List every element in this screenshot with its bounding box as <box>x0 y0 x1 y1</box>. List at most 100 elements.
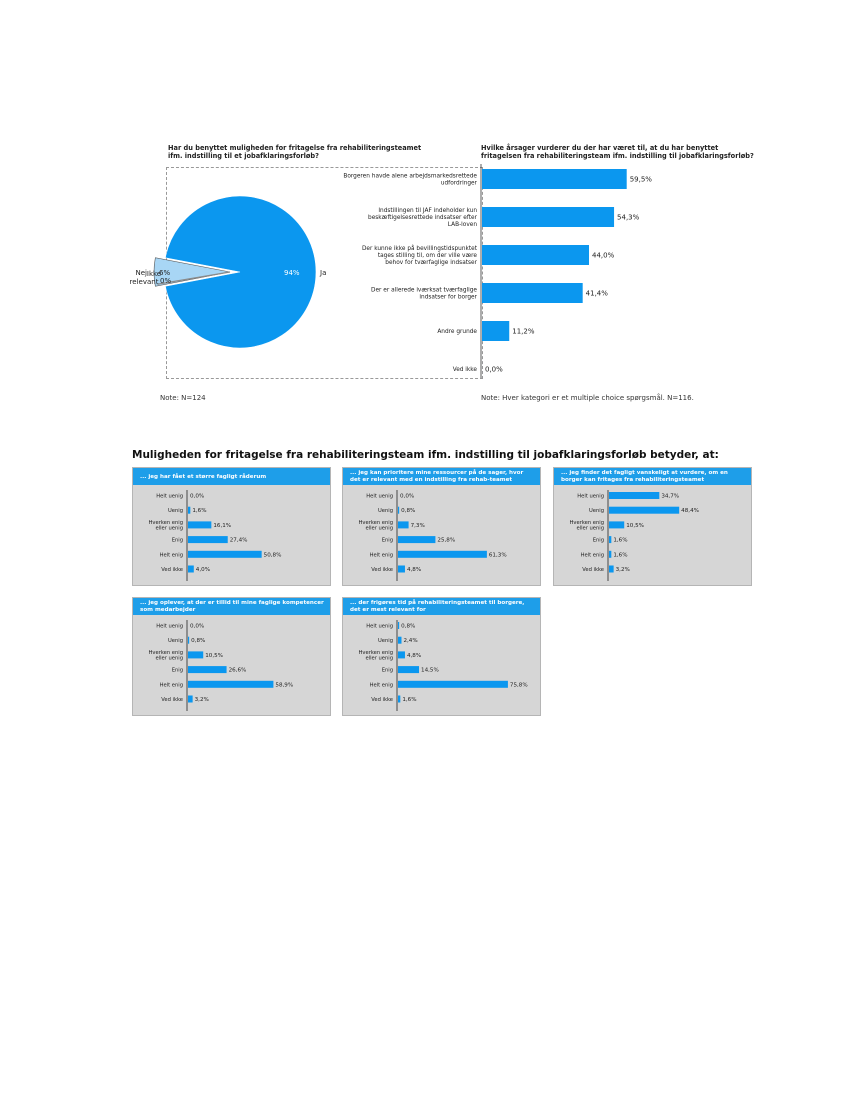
data-label: 34,7% <box>661 494 679 500</box>
data-label: 0,8% <box>401 624 415 630</box>
bar <box>188 666 227 674</box>
data-label: 0,0% <box>190 624 204 630</box>
data-label: 1,6% <box>613 552 627 558</box>
pie-value-ja: 94% <box>284 269 300 277</box>
bar <box>188 506 191 514</box>
category-label: tages stilling til, om der ville være <box>378 253 478 259</box>
bar <box>482 283 583 303</box>
bar <box>609 506 680 514</box>
data-label: 7,3% <box>411 523 425 529</box>
bar <box>398 536 436 544</box>
category-label: Hverken enig <box>570 520 604 526</box>
category-label: Hverken enig <box>359 650 393 656</box>
bar <box>398 695 401 703</box>
category-label: Hverken enig <box>149 650 183 656</box>
bar <box>398 622 400 629</box>
data-label: 4,8% <box>407 567 421 573</box>
data-label: 58,9% <box>275 682 293 688</box>
panel-bar-chart: Helt uenig 0,8% Uenig 2,4% Hverken enigeller… <box>359 620 528 711</box>
category-label: Borgeren havde alene arbejdsmarkedsrette… <box>343 174 477 180</box>
bar <box>398 550 487 558</box>
data-label: 44,0% <box>592 252 615 260</box>
pie-chart-title: Har du benyttet muligheden for fritagels… <box>168 144 422 160</box>
data-label: 61,3% <box>489 552 507 558</box>
bar <box>482 207 615 227</box>
category-label: eller uenig <box>155 656 183 662</box>
category-label: Der er allerede iværksat tværfaglige <box>371 288 477 294</box>
panel-header: ... jeg har fået et større fagligt råder… <box>133 468 330 485</box>
category-label: behov for tværfaglige indsatser <box>385 260 477 266</box>
bar <box>188 636 190 644</box>
panel-frigoeres-tid: ... der frigøres tid på rehabiliteringst… <box>342 597 541 716</box>
pie-chart-note: Note: N=124 <box>160 394 206 402</box>
category-label: Hverken enig <box>149 520 183 526</box>
category-label: Enig <box>382 538 393 544</box>
bar <box>188 651 204 659</box>
category-label: eller uenig <box>365 526 393 532</box>
data-label: 14,5% <box>421 668 439 674</box>
category-label: udfordringer <box>441 181 478 187</box>
bar <box>398 521 409 529</box>
data-label: 10,5% <box>205 653 223 659</box>
data-label: 4,8% <box>407 653 421 659</box>
category-label: eller uenig <box>365 656 393 662</box>
panel-title: ... der frigøres tid på rehabiliteringst… <box>350 600 525 613</box>
panel-header: ... jeg finder det fagligt vanskeligt at… <box>554 468 751 485</box>
category-label: Ved ikke <box>453 367 478 373</box>
bar <box>188 550 262 558</box>
data-label: 0,0% <box>485 366 503 374</box>
category-label: Helt enig <box>581 552 604 558</box>
bar <box>188 536 228 544</box>
bar <box>398 666 420 674</box>
panel-title: ... jeg finder det fagligt vanskeligt at… <box>561 470 728 483</box>
panel-bar-chart: Helt uenig 34,7% Uenig 48,4% Hverken enigell… <box>570 490 699 581</box>
pie-label-ikke-relevant-2: relevant <box>130 278 159 286</box>
data-label: 0,0% <box>190 494 204 500</box>
pie-label-ja: Ja <box>319 269 326 277</box>
bar <box>398 506 400 514</box>
data-label: 0,0% <box>400 494 414 500</box>
pie-label-nej: Nej <box>136 269 148 277</box>
panel-header: ... jeg oplever, at der er tillid til mi… <box>133 598 330 615</box>
category-label: eller uenig <box>155 526 183 532</box>
bar <box>188 565 194 573</box>
bar-chart-note: Note: Hver kategori er et multiple choic… <box>481 394 694 402</box>
category-label: Helt enig <box>160 552 183 558</box>
data-label: 41,4% <box>586 290 609 298</box>
bar <box>482 245 590 265</box>
category-label: Helt uenig <box>366 624 393 630</box>
category-label: Helt uenig <box>156 624 183 630</box>
panel-tillid-kompetencer: ... jeg oplever, at der er tillid til mi… <box>132 597 331 716</box>
panel-bar-chart: Helt uenig 0,0% Uenig 0,8% Hverken enigeller… <box>359 490 507 581</box>
bar <box>398 565 405 573</box>
panel-title: ... jeg kan prioritere mine ressourcer p… <box>350 470 524 483</box>
category-label: beskæftigelsesrettede indsatser efter <box>368 215 478 221</box>
category-label: Uenig <box>168 508 183 514</box>
category-label: Andre grunde <box>437 329 477 335</box>
category-label: eller uenig <box>576 526 604 532</box>
pie-slice-nej <box>153 257 231 287</box>
panel-header: ... der frigøres tid på rehabiliteringst… <box>343 598 540 615</box>
data-label: 3,2% <box>195 697 209 703</box>
category-label: Helt uenig <box>366 494 393 500</box>
pie-label-ikke-relevant: Ikke <box>147 270 161 278</box>
data-label: 48,4% <box>681 508 699 514</box>
category-label: Ved ikke <box>161 567 183 573</box>
bar <box>398 636 402 644</box>
category-label: Ved ikke <box>161 697 183 703</box>
bar <box>398 651 405 659</box>
panel-bar-chart: Helt uenig 0,0% Uenig 1,6% Hverken enigeller… <box>149 490 282 581</box>
category-label: Indstillingen til JAF indeholder kun <box>378 208 477 214</box>
bar <box>609 565 614 573</box>
data-label: 2,4% <box>403 638 417 644</box>
data-label: 50,8% <box>264 552 282 558</box>
data-label: 0,8% <box>401 508 415 514</box>
category-label: Hverken enig <box>359 520 393 526</box>
data-label: 0,8% <box>191 638 205 644</box>
panel-title: ... jeg har fået et større fagligt råder… <box>140 474 267 480</box>
pie-value-nej: 6% <box>159 269 170 277</box>
pie-slice-ikke-relevant <box>157 271 231 285</box>
section-heading: Muligheden for fritagelse fra rehabilite… <box>132 449 719 461</box>
data-label: 25,8% <box>437 538 455 544</box>
